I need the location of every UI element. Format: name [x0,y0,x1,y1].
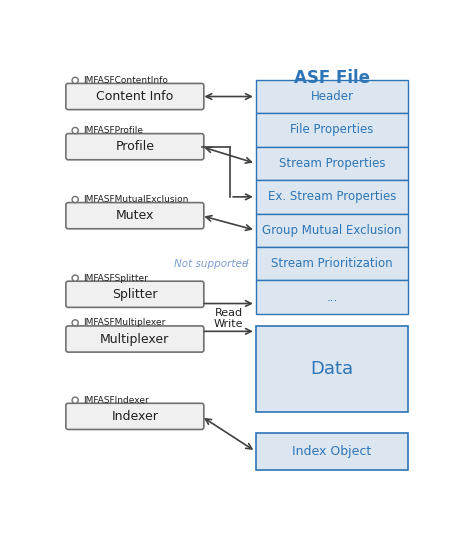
Text: IMFASFMutualExclusion: IMFASFMutualExclusion [83,195,188,204]
Text: Data: Data [311,361,354,378]
FancyBboxPatch shape [66,403,204,430]
Text: Read: Read [214,308,243,318]
FancyBboxPatch shape [256,247,408,281]
FancyBboxPatch shape [256,80,408,113]
Text: Header: Header [311,90,353,103]
FancyBboxPatch shape [256,113,408,147]
Text: Write: Write [214,319,243,329]
Text: Stream Properties: Stream Properties [279,157,385,170]
FancyBboxPatch shape [256,433,408,470]
Text: Ex. Stream Properties: Ex. Stream Properties [268,191,396,204]
Text: ASF File: ASF File [294,70,370,87]
Text: ...: ... [326,291,338,304]
Circle shape [72,275,78,281]
FancyBboxPatch shape [256,213,408,247]
Text: Index Object: Index Object [292,445,372,458]
Text: Profile: Profile [115,140,154,153]
Circle shape [72,77,78,84]
Circle shape [72,397,78,403]
FancyBboxPatch shape [66,281,204,307]
Text: Not supported: Not supported [174,259,249,269]
FancyBboxPatch shape [256,281,408,314]
FancyBboxPatch shape [66,134,204,160]
Text: Content Info: Content Info [96,90,173,103]
Text: IMFASFIndexer: IMFASFIndexer [83,396,149,405]
Circle shape [72,128,78,134]
Text: IMFASFMultiplexer: IMFASFMultiplexer [83,318,165,327]
Text: Stream Prioritization: Stream Prioritization [271,257,393,270]
FancyBboxPatch shape [256,180,408,213]
FancyBboxPatch shape [256,147,408,180]
Text: Multiplexer: Multiplexer [100,332,169,345]
Text: IMFASFContentInfo: IMFASFContentInfo [83,76,168,85]
Text: File Properties: File Properties [291,123,374,136]
Text: Group Mutual Exclusion: Group Mutual Exclusion [262,224,402,237]
Text: Indexer: Indexer [112,410,158,423]
FancyBboxPatch shape [256,326,408,412]
Text: IMFASFSplitter: IMFASFSplitter [83,274,148,282]
FancyBboxPatch shape [66,203,204,229]
Text: IMFASFProfile: IMFASFProfile [83,126,143,135]
Circle shape [72,320,78,326]
Text: #7b9cd0: #7b9cd0 [243,263,249,264]
FancyBboxPatch shape [66,84,204,110]
FancyBboxPatch shape [66,326,204,352]
Circle shape [72,197,78,203]
Text: Splitter: Splitter [112,288,158,301]
Text: Mutex: Mutex [116,209,154,222]
